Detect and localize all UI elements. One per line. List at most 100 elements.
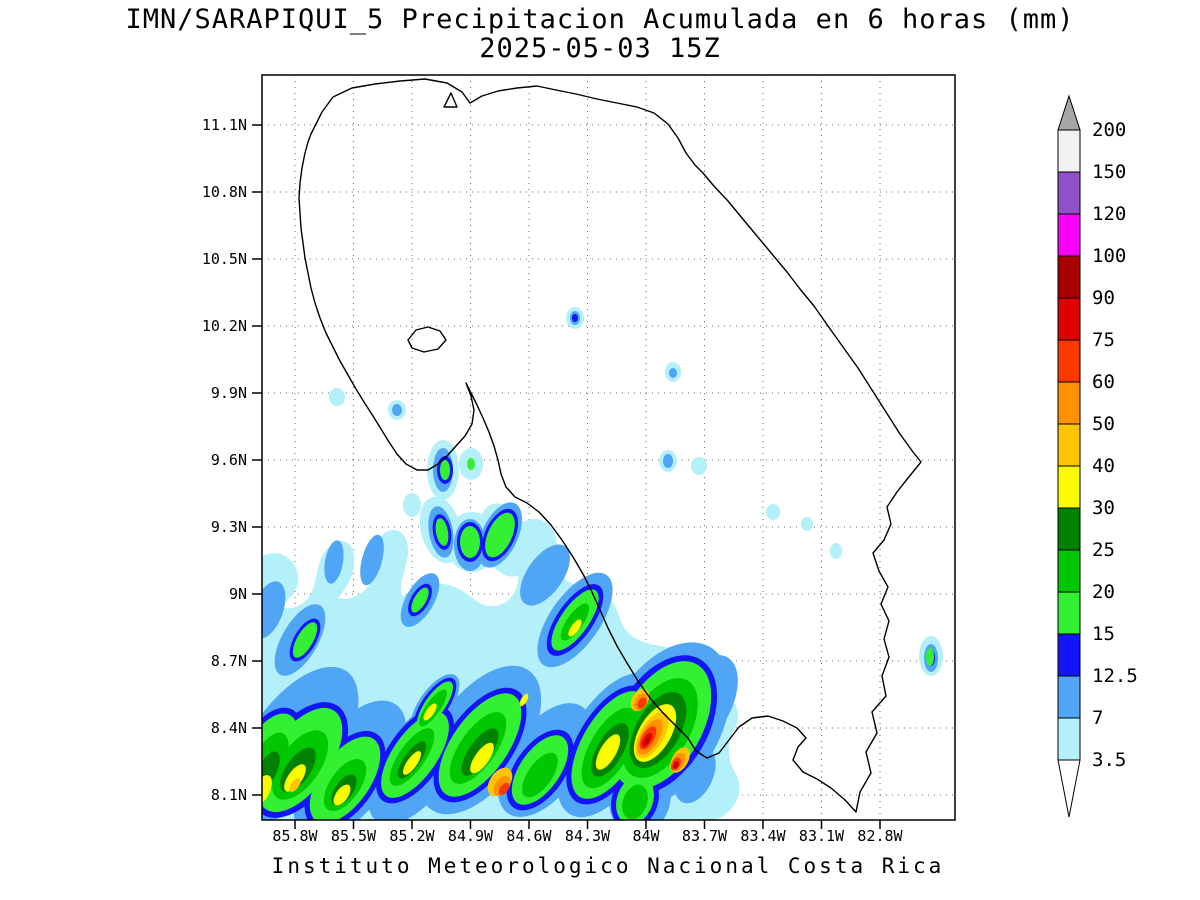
precipitation-field — [262, 307, 943, 820]
colorbar-label: 3.5 — [1092, 749, 1126, 771]
y-axis-label: 11.1N — [202, 116, 247, 134]
colorbar-segment — [1057, 591, 1081, 635]
x-axis-label: 84.3W — [565, 827, 611, 845]
colorbar-segment — [1057, 423, 1081, 467]
precip-cell — [360, 534, 384, 586]
precip-cell — [402, 751, 422, 775]
precip-level-90 — [645, 738, 649, 744]
precip-cell — [572, 314, 578, 322]
colorbar-label: 20 — [1092, 581, 1115, 603]
precip-cell — [637, 697, 647, 709]
precip-cell — [435, 518, 449, 546]
x-axis-label: 84.6W — [506, 827, 552, 845]
colorbar-segment — [1057, 171, 1081, 215]
colorbar-label: 12.5 — [1092, 665, 1138, 687]
precip-cell — [292, 622, 318, 658]
precip-cell — [691, 457, 707, 475]
axis-ticks — [252, 124, 881, 829]
precip-cell — [519, 693, 529, 707]
y-axis-label: 8.4N — [211, 719, 247, 737]
footer-text: Instituto Meteorologico Nacional Costa R… — [271, 854, 945, 878]
precip-cell — [423, 703, 437, 721]
colorbar-label: 30 — [1092, 497, 1115, 519]
precip-cell — [411, 587, 429, 613]
x-axis-label: 82.8W — [857, 827, 903, 845]
colorbar-segment — [1057, 465, 1081, 509]
precip-cell — [289, 778, 301, 792]
precip-cell — [645, 738, 649, 744]
x-axis-label: 84W — [632, 827, 660, 845]
x-axis-label: 85.2W — [389, 827, 435, 845]
precip-cell — [801, 517, 813, 531]
x-axis-label: 83.4W — [740, 827, 786, 845]
precip-cell — [522, 752, 558, 798]
precip-cell — [440, 460, 450, 480]
colorbar-top-arrow — [1057, 94, 1081, 131]
precip-cell — [673, 761, 679, 769]
x-axis-label: 83.1W — [799, 827, 845, 845]
colorbar-segment — [1057, 549, 1081, 593]
chart-subtitle: 2025-05-03 15Z — [479, 33, 721, 64]
y-axis-label: 10.5N — [202, 250, 247, 268]
colorbar-segment — [1057, 507, 1081, 551]
precip-cell — [324, 540, 344, 584]
y-axis-label: 9.6N — [211, 451, 247, 469]
lake-arenal-outline — [407, 326, 447, 353]
precip-cell — [467, 458, 475, 470]
colorbar-bottom-arrow — [1057, 759, 1081, 818]
colorbar-segment — [1057, 255, 1081, 299]
colorbar-label: 150 — [1092, 161, 1126, 183]
costa-rica-outline — [298, 78, 922, 813]
precip-cell — [329, 388, 345, 406]
x-axis-label: 85.5W — [331, 827, 377, 845]
precip-cell — [485, 512, 515, 558]
colorbar-label: 200 — [1092, 119, 1126, 141]
colorbar-label: 60 — [1092, 371, 1115, 393]
colorbar-segment — [1057, 381, 1081, 425]
colorbar-segment — [1057, 339, 1081, 383]
precip-cell — [333, 784, 351, 806]
x-axis-label: 85.8W — [272, 827, 318, 845]
island-marker-triangle — [443, 92, 458, 108]
precip-cell — [470, 742, 494, 774]
y-axis-label: 9N — [229, 585, 247, 603]
colorbar-segment — [1057, 213, 1081, 257]
axis-labels: 11.1N 10.8N 10.5N 10.2N 9.9N 9.6N 9.3N 9N 8.7N 8.… — [202, 116, 904, 845]
precip-cell — [766, 504, 780, 520]
colorbar-label: 40 — [1092, 455, 1115, 477]
colorbar-segment — [1057, 297, 1081, 341]
precip-cell — [460, 526, 480, 558]
colorbar-label: 120 — [1092, 203, 1126, 225]
gridlines — [262, 75, 955, 820]
colorbar-label: 100 — [1092, 245, 1126, 267]
precip-cell — [403, 493, 421, 517]
precip-cell — [262, 581, 286, 639]
colorbar-label: 7 — [1092, 707, 1103, 729]
precip-cell — [669, 368, 677, 378]
colorbar-segment — [1057, 129, 1081, 173]
colorbar-segment — [1057, 675, 1081, 719]
plot-frame — [261, 74, 956, 821]
y-axis-label: 8.7N — [211, 652, 247, 670]
precip-cell — [595, 734, 621, 770]
x-axis-label: 83.7W — [682, 827, 728, 845]
precip-cell — [392, 404, 402, 416]
y-axis-label: 9.9N — [211, 384, 247, 402]
precip-cell — [498, 782, 510, 796]
precip-cell — [520, 544, 570, 606]
precip-cell — [284, 764, 306, 792]
colorbar-segment — [1057, 633, 1081, 677]
colorbar-label: 90 — [1092, 287, 1115, 309]
x-axis-label: 84.9W — [448, 827, 494, 845]
precip-cell — [622, 784, 648, 820]
colorbar-label: 75 — [1092, 329, 1115, 351]
y-axis-label: 10.2N — [202, 317, 247, 335]
y-axis-label: 9.3N — [211, 518, 247, 536]
precip-cell — [663, 454, 673, 468]
colorbar: 200 150 120 100 90 75 60 50 40 30 25 20 15 12.5 7 3.5 — [1057, 94, 1138, 818]
precip-cell — [926, 648, 934, 666]
colorbar-label: 25 — [1092, 539, 1115, 561]
colorbar-segment — [1057, 717, 1081, 761]
y-axis-label: 10.8N — [202, 183, 247, 201]
